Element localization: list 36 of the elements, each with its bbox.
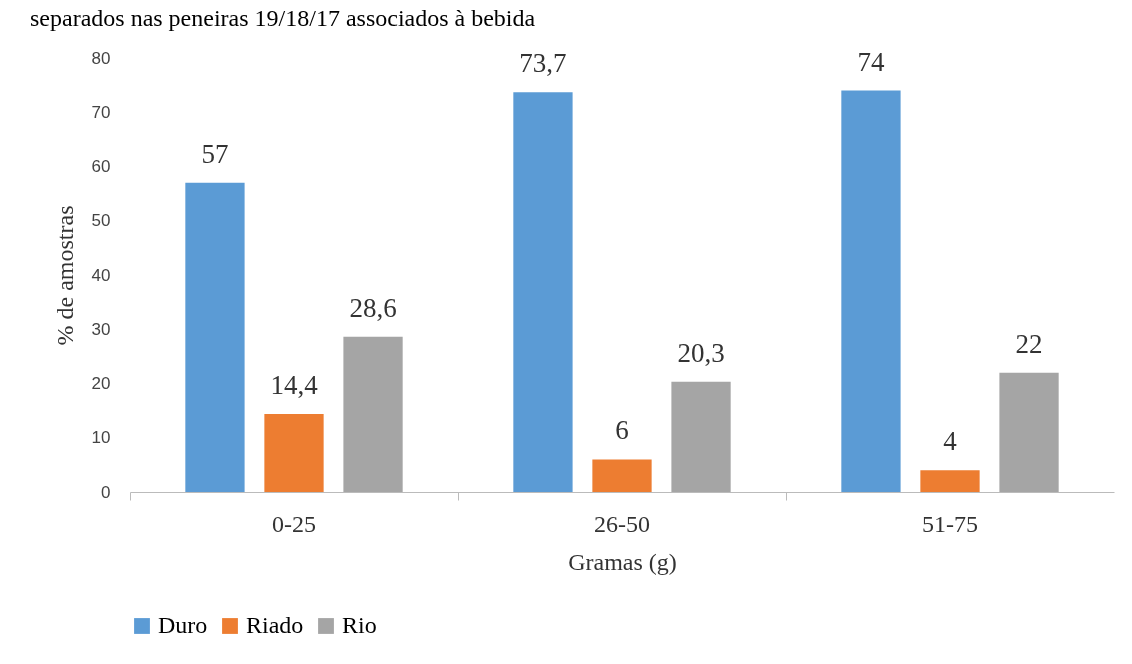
x-axis-title: Gramas (g) [568,548,677,575]
legend-label: Riado [246,612,304,638]
bar [343,336,403,492]
y-tick-label: 10 [91,428,111,448]
data-label: 22 [1015,328,1043,359]
bar [920,470,980,492]
data-label: 28,6 [349,292,397,323]
data-label: 14,4 [270,369,319,400]
data-label: 4 [943,426,958,457]
bar [185,182,245,492]
data-label: 74 [857,46,885,77]
y-tick-label: 30 [91,319,111,339]
bar [671,381,731,492]
x-tick-label: 0-25 [272,510,316,537]
data-label: 57 [201,138,229,169]
y-tick-label: 70 [91,102,111,122]
data-label: 20,3 [677,337,725,368]
bar [513,92,573,492]
data-label: 6 [615,415,629,446]
y-tick-label: 60 [91,157,111,176]
bar [264,413,324,492]
x-tick-label: 26-50 [594,510,650,537]
legend-label: Duro [158,612,208,638]
y-tick-label: 20 [91,374,111,393]
y-tick-label: 40 [91,265,111,285]
x-tick-label: 51-75 [922,510,978,537]
y-axis-title: % de amostras [51,205,78,346]
bar [841,90,901,492]
bar [592,459,652,492]
y-tick-label: 50 [91,211,111,231]
bar [999,372,1059,492]
chart-title: separados nas peneiras 19/18/17 associados à bebida [30,4,536,31]
y-tick-label: 0 [101,482,111,502]
legend-label: Rio [342,612,377,638]
y-tick-label: 80 [91,48,111,68]
data-label: 73,7 [519,48,567,79]
